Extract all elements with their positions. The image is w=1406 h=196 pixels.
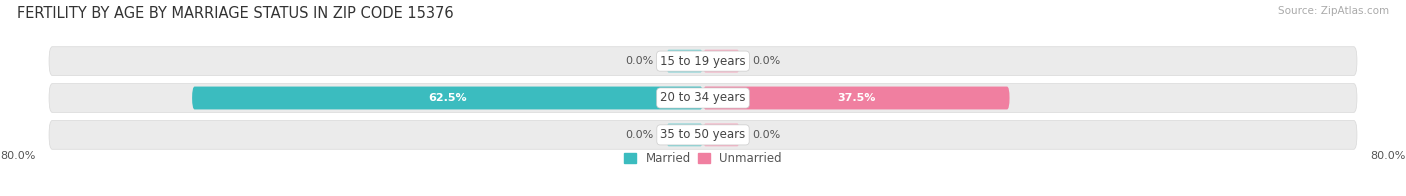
Text: 15 to 19 years: 15 to 19 years [661, 55, 745, 68]
FancyBboxPatch shape [703, 87, 1010, 109]
Text: 62.5%: 62.5% [429, 93, 467, 103]
FancyBboxPatch shape [703, 123, 740, 146]
Text: 0.0%: 0.0% [626, 130, 654, 140]
Text: 0.0%: 0.0% [752, 56, 780, 66]
FancyBboxPatch shape [666, 123, 703, 146]
Text: 20 to 34 years: 20 to 34 years [661, 92, 745, 104]
FancyBboxPatch shape [49, 121, 1357, 149]
FancyBboxPatch shape [49, 84, 1357, 112]
FancyBboxPatch shape [193, 87, 703, 109]
Text: 35 to 50 years: 35 to 50 years [661, 128, 745, 141]
Text: 37.5%: 37.5% [837, 93, 876, 103]
FancyBboxPatch shape [666, 50, 703, 73]
FancyBboxPatch shape [49, 47, 1357, 75]
Legend: Married, Unmarried: Married, Unmarried [624, 152, 782, 165]
Text: FERTILITY BY AGE BY MARRIAGE STATUS IN ZIP CODE 15376: FERTILITY BY AGE BY MARRIAGE STATUS IN Z… [17, 6, 454, 21]
Text: 80.0%: 80.0% [0, 151, 35, 161]
Text: 0.0%: 0.0% [752, 130, 780, 140]
Text: 80.0%: 80.0% [1371, 151, 1406, 161]
FancyBboxPatch shape [703, 50, 740, 73]
Text: Source: ZipAtlas.com: Source: ZipAtlas.com [1278, 6, 1389, 16]
Text: 0.0%: 0.0% [626, 56, 654, 66]
